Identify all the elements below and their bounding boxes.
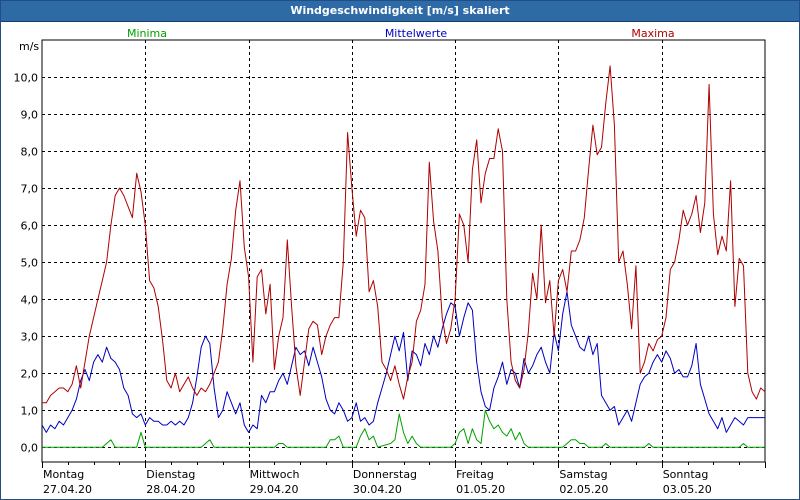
y-tick-label: 9,0: [21, 109, 39, 122]
series-line-mittelwerte: [41, 291, 765, 433]
legend-maxima: Maxima: [631, 27, 674, 40]
x-tick-day-label: Samstag: [559, 468, 607, 481]
x-tick-day-label: Montag: [43, 468, 84, 481]
legend-mittelwerte: Mittelwerte: [385, 27, 448, 40]
plot-area: [41, 39, 766, 463]
y-axis-label: m/s: [19, 40, 39, 53]
x-tick-date-label: 03.05.20: [663, 483, 712, 496]
y-tick-label: 8,0: [21, 146, 39, 159]
y-tick-label: 6,0: [21, 220, 39, 233]
x-tick-date-label: 02.05.20: [559, 483, 608, 496]
y-tick-label: 0,0: [21, 442, 39, 455]
x-tick-date-label: 30.04.20: [353, 483, 402, 496]
x-tick-date-label: 29.04.20: [250, 483, 299, 496]
y-tick-label: 7,0: [21, 183, 39, 196]
series-line-maxima: [42, 65, 766, 404]
legend-minima: Minima: [127, 27, 167, 40]
x-tick-date-label: 28.04.20: [146, 483, 195, 496]
x-tick-day-label: Donnerstag: [353, 468, 417, 481]
x-tick-day-label: Dienstag: [146, 468, 195, 481]
y-tick-label: 1,0: [21, 405, 39, 418]
x-tick-day-label: Freitag: [456, 468, 494, 481]
y-tick-label: 2,0: [21, 368, 39, 381]
chart-canvas: 0,0 1,0 2,0 3,0 4,0 5,0 6,0 7,0 8,0 9,0 10,0 Montag…: [14, 27, 766, 496]
series-line-minima: [42, 409, 765, 448]
x-tick-date-label: 27.04.20: [43, 483, 92, 496]
y-tick-label: 10,0: [14, 72, 39, 85]
x-tick-day-label: Sonntag: [663, 468, 709, 481]
y-tick-label: 4,0: [21, 294, 39, 307]
y-tick-label: 3,0: [21, 331, 39, 344]
chart-title: Windgeschwindigkeit [m/s] skaliert: [1, 1, 799, 22]
x-tick-day-label: Mittwoch: [250, 468, 300, 481]
x-tick-date-label: 01.05.20: [456, 483, 505, 496]
y-tick-label: 5,0: [21, 257, 39, 270]
